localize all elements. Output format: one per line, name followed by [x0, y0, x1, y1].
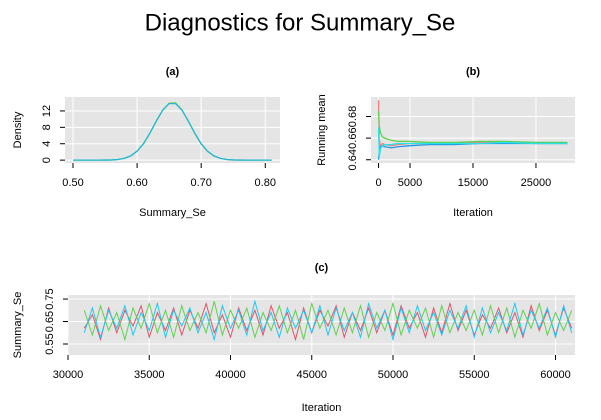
series-line [377, 111, 568, 144]
x-tick-label: 30000 [53, 369, 84, 381]
series-line [83, 301, 573, 342]
x-tick-label: 45000 [296, 369, 327, 381]
x-tick-label: 5000 [398, 177, 422, 189]
x-axis-label: Iteration [302, 402, 342, 414]
y-tick-label: 0.66 [347, 127, 359, 148]
y-axis-label: Summary_Se [12, 292, 24, 359]
y-tick-label: 4 [41, 141, 53, 147]
x-tick-label: 0.50 [62, 177, 83, 189]
x-tick-label: 0.70 [190, 177, 211, 189]
series-line [73, 102, 272, 161]
series-line [83, 299, 573, 342]
x-tick-label: 0 [375, 177, 381, 189]
y-tick-label: 8 [41, 124, 53, 130]
y-axis-label: Density [12, 111, 24, 148]
series-line [83, 301, 573, 342]
panel-title: (a) [166, 66, 180, 78]
x-tick-label: 55000 [459, 369, 490, 381]
x-axis-label: Summary_Se [139, 207, 206, 219]
y-tick-label: 0.64 [347, 149, 359, 170]
x-tick-label: 50000 [378, 369, 409, 381]
y-tick-label: 12 [41, 105, 53, 117]
panel-title: (c) [315, 262, 329, 274]
y-tick-label: 0.65 [44, 311, 56, 332]
plot-panel [65, 97, 280, 163]
y-axis-label: Running mean [316, 94, 328, 166]
x-tick-label: 40000 [215, 369, 246, 381]
x-tick-label: 35000 [134, 369, 165, 381]
series-line [377, 142, 568, 160]
series-line [377, 127, 568, 158]
x-tick-label: 60000 [540, 369, 571, 381]
panel-title: (b) [466, 66, 480, 78]
y-tick-label: 0.68 [347, 106, 359, 127]
y-tick-label: 0.55 [44, 333, 56, 354]
x-tick-label: 15000 [458, 177, 489, 189]
x-tick-label: 0.80 [255, 177, 276, 189]
x-axis-label: Iteration [453, 207, 493, 219]
figure-title: Diagnostics for Summary_Se [145, 9, 456, 36]
x-tick-label: 0.60 [126, 177, 147, 189]
y-tick-label: 0.75 [44, 288, 56, 309]
y-tick-label: 0 [41, 157, 53, 163]
x-tick-label: 25000 [521, 177, 552, 189]
